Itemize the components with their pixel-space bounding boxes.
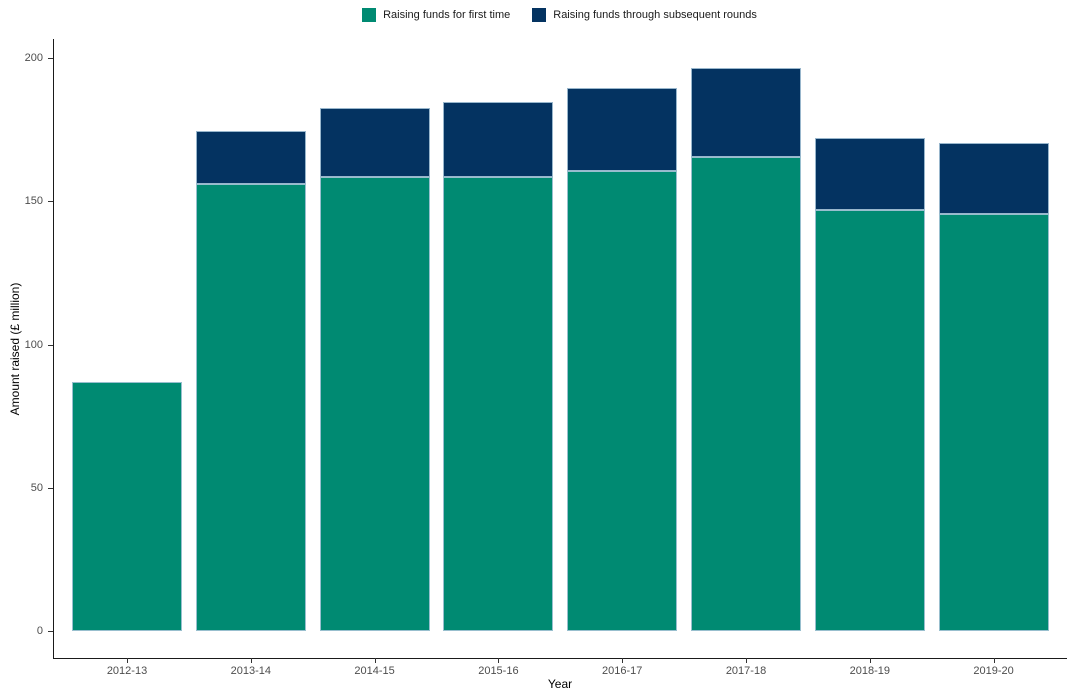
- x-tick-mark: [498, 658, 500, 663]
- x-tick-mark: [127, 658, 128, 663]
- bar-group-2019-20: [938, 0, 1049, 700]
- bar-group-2015-16: [443, 0, 554, 700]
- y-axis-title: Amount raised (£ million): [8, 282, 22, 416]
- legend-item-label: Raising funds for first time: [383, 9, 511, 21]
- y-tick-label: 50: [30, 481, 43, 494]
- bar-group-2016-17: [567, 0, 678, 700]
- y-axis-line: [53, 39, 54, 659]
- x-tick-label: 2013-14: [230, 665, 271, 677]
- legend-swatch: [362, 8, 377, 22]
- bar-group-2017-18: [691, 0, 801, 700]
- bar-group-2012-13: [72, 0, 182, 700]
- x-tick-mark: [993, 658, 995, 663]
- x-tick-mark: [746, 658, 747, 663]
- y-tick-mark: [48, 344, 53, 346]
- x-tick-label: 2017-18: [725, 665, 767, 677]
- x-tick-mark: [374, 658, 376, 663]
- bar-segment-first-time: [195, 184, 306, 631]
- legend-item-label: Raising funds through subsequent rounds: [553, 9, 757, 21]
- bar-segment-subsequent-rounds: [814, 138, 925, 210]
- bar-group-2018-19: [814, 0, 925, 700]
- x-tick-label: 2015-16: [478, 665, 519, 677]
- y-tick-label: 150: [24, 195, 43, 208]
- bar-segment-first-time: [72, 381, 182, 631]
- bar-segment-subsequent-rounds: [938, 142, 1049, 215]
- x-tick-mark: [869, 658, 871, 663]
- x-tick-mark: [622, 658, 624, 663]
- legend-swatch: [532, 8, 547, 22]
- x-tick-label: 2012-13: [106, 665, 148, 677]
- bar-segment-subsequent-rounds: [443, 102, 554, 177]
- bar-segment-subsequent-rounds: [691, 68, 801, 157]
- x-tick-mark: [250, 658, 252, 663]
- y-tick-label: 0: [36, 625, 43, 637]
- y-tick-mark: [48, 487, 53, 489]
- x-tick-label: 2016-17: [602, 665, 643, 677]
- x-tick-label: 2018-19: [849, 665, 890, 677]
- legend-item: Raising funds through subsequent rounds: [532, 8, 757, 22]
- y-tick-label: 100: [24, 338, 43, 351]
- bar-segment-first-time: [814, 209, 925, 631]
- y-tick-label: 200: [24, 52, 43, 64]
- bar-group-2014-15: [319, 0, 430, 700]
- y-tick-mark: [48, 631, 53, 632]
- x-axis-line: [53, 658, 1067, 659]
- x-tick-label: 2014-15: [354, 665, 395, 677]
- bar-segment-first-time: [567, 171, 678, 631]
- legend-item: Raising funds for first time: [362, 8, 510, 22]
- bar-segment-first-time: [319, 176, 430, 631]
- y-tick-mark: [48, 201, 53, 203]
- y-tick-mark: [48, 58, 53, 59]
- x-axis-title: Year: [547, 677, 573, 691]
- bar-segment-subsequent-rounds: [319, 108, 430, 177]
- legend: Raising funds for first time Raising fund…: [53, 4, 1066, 26]
- bar-segment-first-time: [691, 156, 801, 631]
- bar-group-2013-14: [195, 0, 306, 700]
- bar-segment-first-time: [938, 214, 1049, 631]
- bar-segment-first-time: [443, 176, 554, 631]
- bar-segment-subsequent-rounds: [567, 88, 678, 172]
- x-tick-label: 2019-20: [973, 665, 1014, 677]
- bar-segment-subsequent-rounds: [195, 131, 306, 185]
